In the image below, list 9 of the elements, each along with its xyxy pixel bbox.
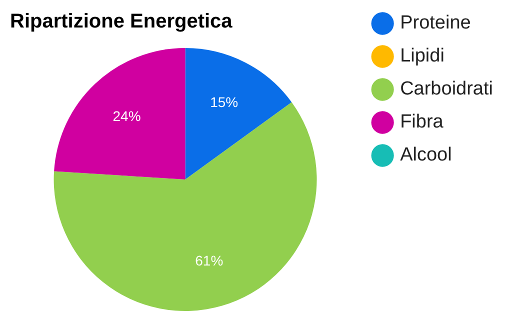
legend-label: Alcool — [400, 144, 452, 166]
legend-label: Lipidi — [400, 46, 444, 67]
legend-label: Fibra — [400, 112, 444, 133]
data-label: 24% — [112, 108, 141, 124]
legend-label: Proteine — [400, 12, 471, 34]
legend-label: Carboidrati — [400, 78, 494, 100]
data-label: 15% — [210, 94, 238, 110]
chart-title: Ripartizione Energetica — [10, 10, 234, 33]
data-label: 61% — [195, 252, 224, 268]
